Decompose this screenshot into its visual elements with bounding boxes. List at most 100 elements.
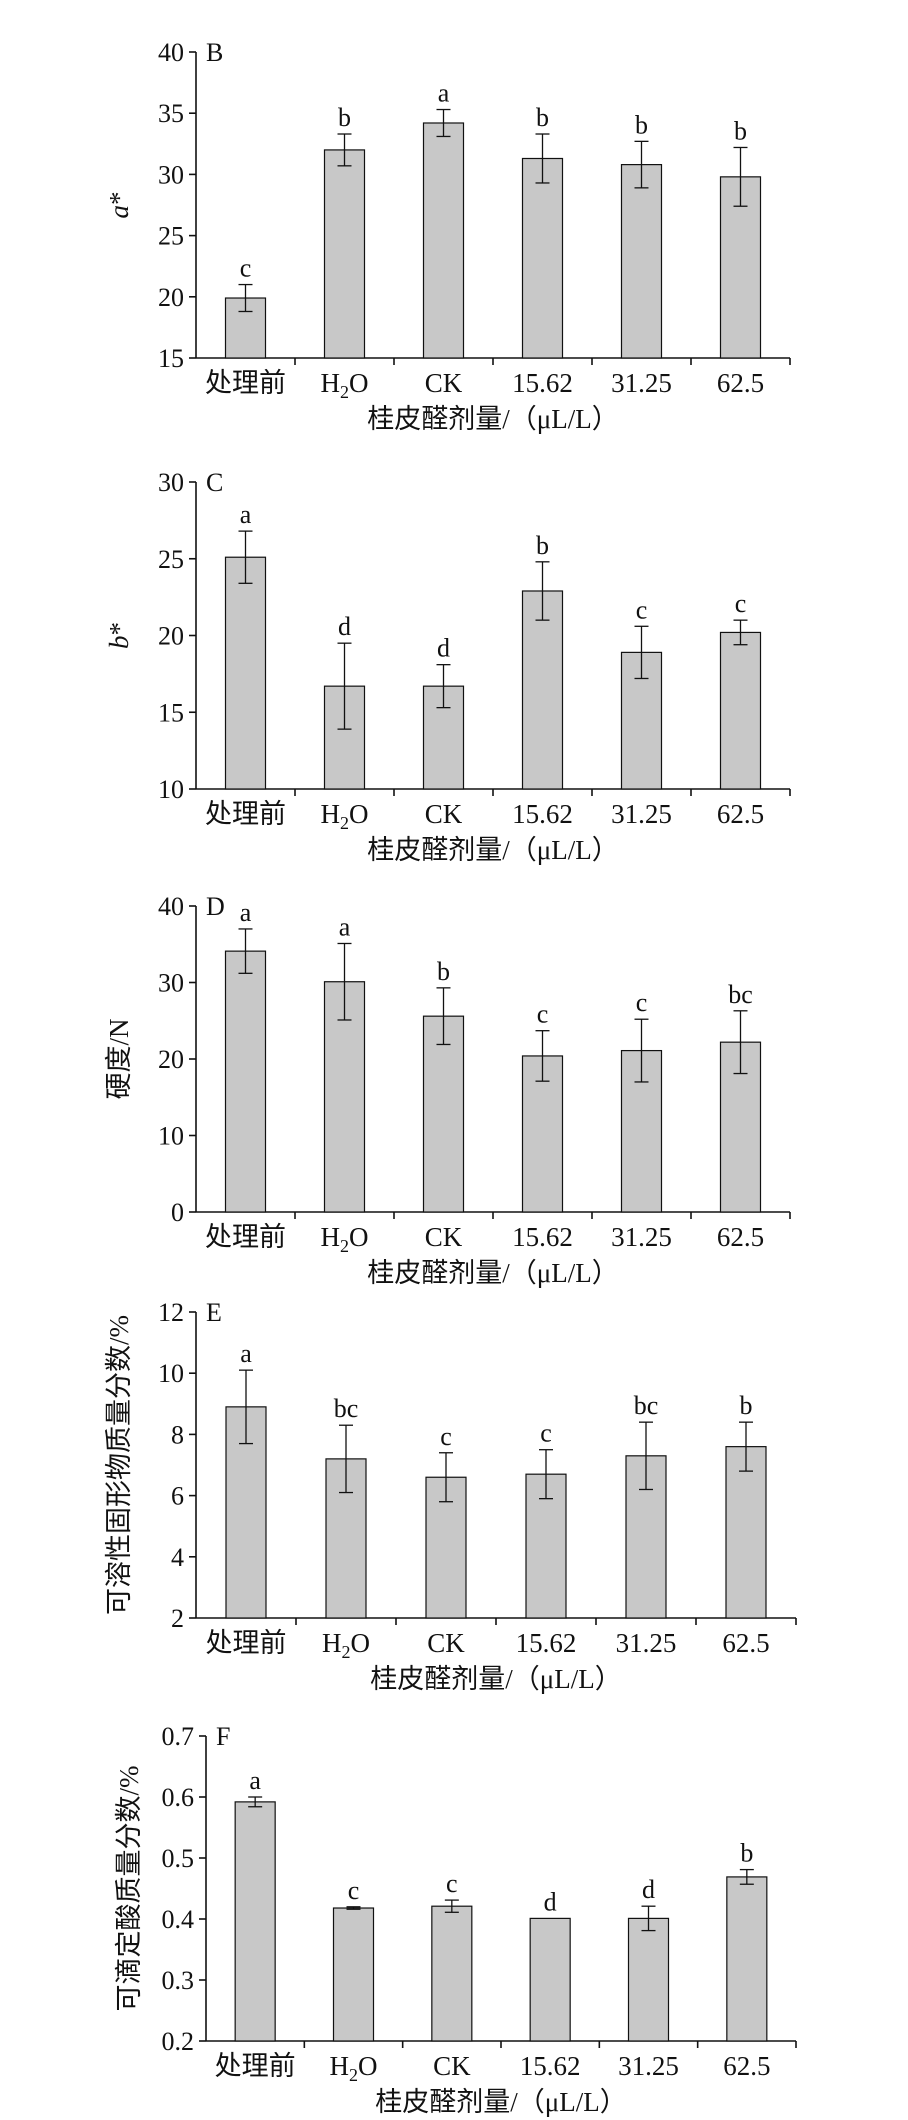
- y-tick-label: 8: [171, 1420, 184, 1449]
- bar: [726, 1876, 768, 2042]
- y-tick-label: 0.4: [162, 1905, 195, 1934]
- error-bar: [238, 283, 253, 313]
- x-tick-label: 62.5: [717, 1222, 764, 1252]
- bar: [224, 297, 267, 359]
- error-bar: [339, 1424, 353, 1494]
- significance-letter: b: [536, 531, 549, 560]
- x-tick-label: 62.5: [723, 2051, 770, 2081]
- significance-letter: c: [636, 988, 648, 1017]
- x-tick-label: 15.62: [512, 1222, 573, 1252]
- y-tick-label: 15: [158, 698, 184, 727]
- y-tick-label: 2: [171, 1604, 184, 1633]
- x-tick-label: 处理前: [205, 368, 286, 398]
- significance-letter: d: [642, 1875, 655, 1904]
- x-tick-label: H2O: [330, 2051, 378, 2085]
- x-tick-label: 62.5: [717, 368, 764, 398]
- significance-letter: c: [540, 1419, 552, 1448]
- y-tick-label: 4: [171, 1543, 184, 1572]
- error-bar: [733, 1010, 748, 1075]
- error-bar: [634, 625, 649, 680]
- error-bar: [733, 619, 748, 646]
- bar: [323, 685, 366, 790]
- panel-label: F: [216, 1722, 230, 1751]
- significance-letter: a: [438, 79, 450, 108]
- chart-panel-F: 0.2 0.3 0.4 0.5 0.6 0.7 Fa 处理前 c H2O c CK d 15.62 d 31.…: [114, 1722, 797, 2117]
- error-bar: [337, 133, 352, 167]
- panel-label: B: [206, 38, 223, 67]
- error-bar: [436, 108, 451, 138]
- panel-label: C: [206, 468, 223, 497]
- x-axis-title: 桂皮醛剂量/（μL/L）: [375, 2087, 626, 2117]
- y-tick-label: 40: [158, 38, 184, 67]
- error-bar: [439, 1452, 453, 1503]
- significance-letter: c: [240, 254, 252, 283]
- x-tick-label: CK: [425, 368, 463, 398]
- significance-letter: c: [348, 1876, 360, 1905]
- significance-letter: d: [437, 634, 450, 663]
- y-tick-label: 12: [158, 1298, 184, 1327]
- error-bar: [634, 1018, 649, 1083]
- significance-letter: b: [734, 116, 747, 145]
- bar: [332, 1907, 375, 2042]
- bar: [620, 164, 663, 359]
- error-bar: [739, 1421, 753, 1472]
- chart-panel-E: 2 4 6 8 10 12 Ea 处理前 bc H2O c CK c 15.62 bc 31.25 b 62.5 桂…: [104, 1298, 797, 1694]
- x-tick-label: 62.5: [717, 799, 764, 829]
- bar: [719, 176, 762, 359]
- significance-letter: b: [536, 103, 549, 132]
- panel-label: E: [206, 1298, 222, 1327]
- bar: [725, 1446, 767, 1619]
- error-bar: [535, 1030, 550, 1082]
- x-tick-label: 处理前: [205, 1222, 286, 1252]
- x-tick-label: 15.62: [512, 368, 573, 398]
- error-bar: [436, 987, 451, 1046]
- y-axis-title: 可溶性固形物质量分数/%: [104, 1315, 134, 1615]
- error-bar: [248, 1796, 263, 1808]
- error-bar: [535, 561, 550, 621]
- bar: [224, 950, 267, 1213]
- y-tick-label: 30: [158, 969, 184, 998]
- significance-letter: bc: [634, 1391, 659, 1420]
- bar: [521, 590, 564, 790]
- x-tick-label: CK: [433, 2051, 471, 2081]
- y-tick-label: 0.3: [162, 1966, 195, 1995]
- y-tick-label: 0.5: [162, 1844, 195, 1873]
- error-bar: [239, 1369, 253, 1445]
- y-tick-label: 40: [158, 892, 184, 921]
- x-tick-label: 15.62: [512, 799, 573, 829]
- significance-letter: c: [735, 589, 747, 618]
- x-tick-label: 31.25: [611, 1222, 672, 1252]
- error-bar: [535, 133, 550, 184]
- y-tick-label: 25: [158, 222, 184, 251]
- significance-letter: b: [635, 110, 648, 139]
- y-axis-title: 硬度/N: [104, 1019, 134, 1100]
- x-tick-label: 31.25: [616, 1628, 677, 1658]
- y-tick-label: 30: [158, 160, 184, 189]
- x-tick-label: 15.62: [516, 1628, 577, 1658]
- x-tick-label: CK: [425, 799, 463, 829]
- error-bar: [337, 942, 352, 1021]
- y-tick-label: 10: [158, 1122, 184, 1151]
- x-tick-label: H2O: [321, 799, 369, 833]
- bar: [234, 1801, 276, 2042]
- y-tick-label: 20: [158, 1045, 184, 1074]
- significance-letter: c: [446, 1869, 458, 1898]
- x-tick-label: 31.25: [611, 368, 672, 398]
- significance-letter: a: [240, 1339, 252, 1368]
- x-axis-title: 桂皮醛剂量/（μL/L）: [367, 1258, 618, 1288]
- error-bar: [739, 1868, 754, 1885]
- significance-letter: b: [437, 957, 450, 986]
- y-tick-label: 20: [158, 622, 184, 651]
- bar: [431, 1905, 473, 2042]
- y-axis-title: b*: [104, 622, 134, 649]
- y-tick-label: 0.2: [162, 2027, 195, 2056]
- error-bar: [641, 1905, 656, 1932]
- y-tick-label: 15: [158, 344, 184, 373]
- significance-letter: a: [339, 912, 351, 941]
- x-tick-label: 处理前: [215, 2051, 296, 2081]
- x-tick-label: 31.25: [618, 2051, 679, 2081]
- significance-letter: b: [740, 1839, 753, 1868]
- y-tick-label: 0.6: [162, 1783, 195, 1812]
- x-tick-label: 处理前: [205, 799, 286, 829]
- bar: [719, 631, 762, 790]
